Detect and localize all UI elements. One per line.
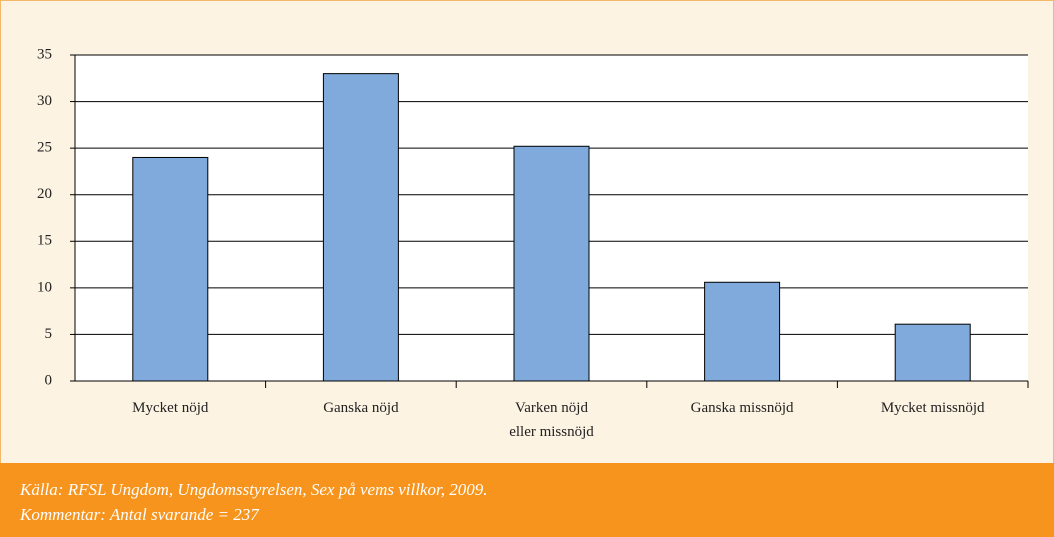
- y-tick-label: 10: [37, 279, 52, 295]
- y-tick-label: 0: [45, 372, 53, 388]
- bar: [132, 156, 209, 382]
- x-tick-label: Ganska nöjd: [323, 400, 399, 416]
- x-tick-label: Ganska missnöjd: [691, 400, 794, 416]
- source: Källa: RFSL Ungdom, Ungdomsstyrelsen, Se…: [19, 480, 487, 499]
- bar: [513, 145, 590, 382]
- bar: [894, 323, 971, 382]
- y-tick-label: 30: [37, 93, 52, 109]
- y-tick-label: 15: [37, 233, 52, 249]
- y-tick-label: 20: [37, 186, 52, 202]
- x-tick-label: Mycket nöjd: [132, 400, 209, 416]
- bar: [704, 281, 781, 382]
- x-tick-label: Mycket missnöjd: [881, 400, 985, 416]
- note: Kommentar: Antal svarande = 237: [19, 505, 260, 524]
- bar: [322, 73, 399, 382]
- y-tick-label: 5: [45, 326, 53, 342]
- footer-band: [0, 463, 1054, 537]
- y-tick-label: 25: [37, 140, 52, 156]
- x-tick-label: Varken nöjd eller missnöjd: [509, 400, 594, 440]
- y-tick-label: 35: [37, 46, 52, 62]
